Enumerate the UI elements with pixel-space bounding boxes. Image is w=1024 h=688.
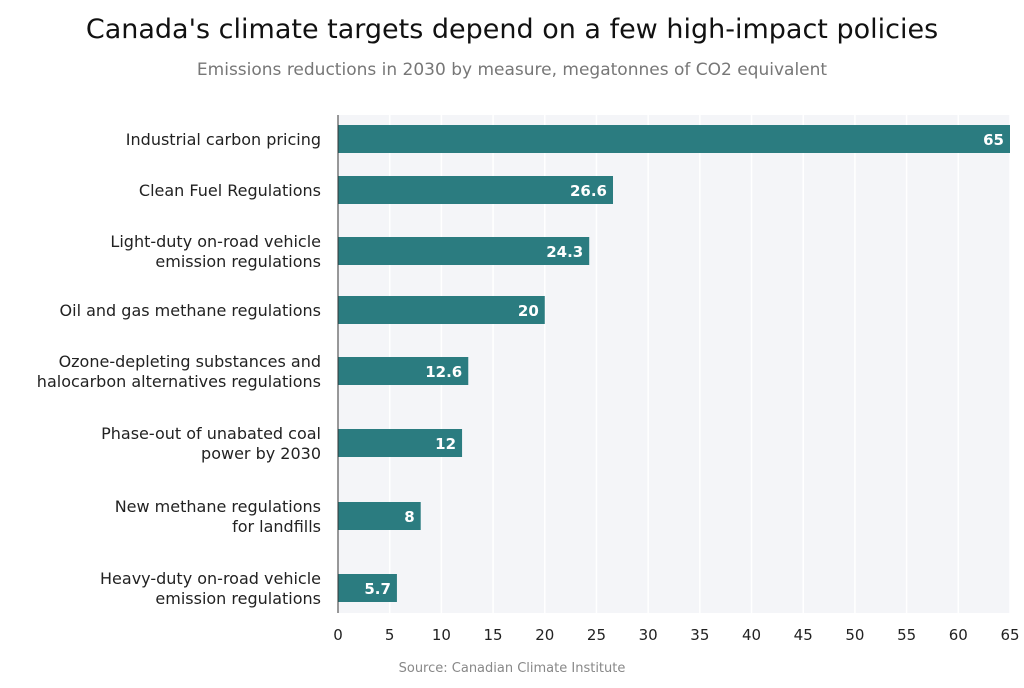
x-tick-label: 45 (794, 626, 813, 644)
category-label: Clean Fuel Regulations (139, 181, 321, 200)
bar (338, 125, 1010, 153)
x-tick-label: 50 (845, 626, 864, 644)
x-tick-label: 10 (432, 626, 451, 644)
bar-value-label: 5.7 (364, 580, 391, 598)
x-tick-label: 40 (742, 626, 761, 644)
category-label: power by 2030 (201, 444, 321, 463)
category-label: New methane regulations (115, 497, 321, 516)
bar-value-label: 65 (983, 131, 1004, 149)
x-tick-label: 5 (385, 626, 395, 644)
bar-value-label: 8 (404, 508, 414, 526)
category-label: emission regulations (155, 589, 321, 608)
chart-subtitle: Emissions reductions in 2030 by measure,… (196, 60, 828, 80)
x-tick-label: 65 (1000, 626, 1019, 644)
category-label: Oil and gas methane regulations (60, 301, 321, 320)
x-tick-label: 20 (535, 626, 554, 644)
bar-value-label: 26.6 (570, 182, 607, 200)
category-label: emission regulations (155, 252, 321, 271)
x-tick-label: 55 (897, 626, 916, 644)
bar (338, 574, 397, 602)
category-label: halocarbon alternatives regulations (37, 372, 321, 391)
bar-value-label: 12 (435, 435, 456, 453)
x-tick-label: 15 (484, 626, 503, 644)
bar (338, 429, 463, 457)
category-label: Heavy-duty on-road vehicle (100, 569, 321, 588)
bar (338, 176, 614, 204)
bar (338, 502, 421, 530)
category-label: Ozone-depleting substances and (59, 352, 321, 371)
bar-value-label: 12.6 (425, 363, 462, 381)
category-label: Light-duty on-road vehicle (110, 232, 321, 251)
source-note: Source: Canadian Climate Institute (398, 661, 626, 676)
x-tick-label: 60 (949, 626, 968, 644)
bar (338, 357, 469, 385)
x-tick-label: 30 (639, 626, 658, 644)
bar-value-label: 24.3 (546, 243, 583, 261)
x-tick-label: 35 (690, 626, 709, 644)
bar (338, 296, 545, 324)
bar-value-label: 20 (518, 302, 539, 320)
category-label: for landfills (232, 517, 321, 536)
x-tick-label: 0 (333, 626, 343, 644)
category-label: Phase-out of unabated coal (101, 424, 321, 443)
category-label: Industrial carbon pricing (126, 130, 321, 149)
x-tick-label: 25 (587, 626, 606, 644)
chart-title: Canada's climate targets depend on a few… (85, 14, 939, 45)
bar (338, 237, 590, 265)
